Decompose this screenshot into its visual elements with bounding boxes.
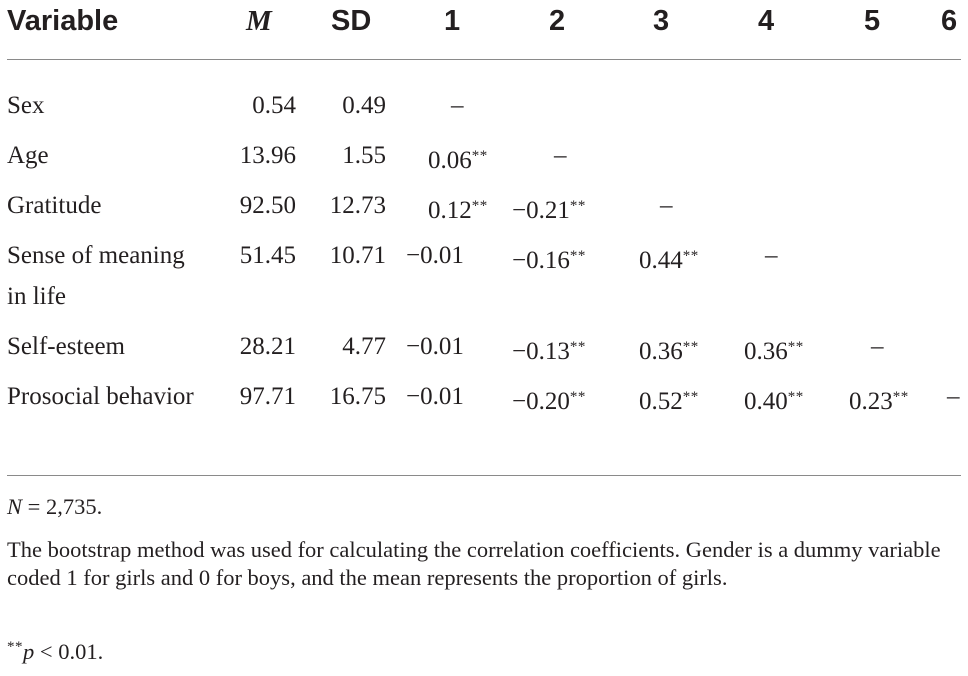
cell-sd: 0.49 [342,92,386,119]
cell-corr: – [451,92,464,119]
cell-corr: 0.40** [744,388,804,415]
n-value: = 2,735. [22,494,103,519]
significance-stars: ** [682,389,699,405]
cell-corr: 0.44** [639,247,699,274]
cell-corr: −0.20** [512,388,586,415]
row-label-prosocial-behavior: Prosocial behavior [7,383,194,410]
significance-stars: ** [471,148,488,164]
header-mean: M [246,5,272,37]
header-col-4: 4 [758,5,775,37]
significance-stars: ** [569,198,586,214]
row-label-age: Age [7,142,49,169]
cell-sd: 16.75 [329,383,386,410]
cell-corr: – [554,142,567,169]
p-threshold: < 0.01. [34,639,104,664]
cell-mean: 13.96 [239,142,296,169]
significance-stars: ** [471,198,488,214]
cell-corr: – [947,383,960,410]
significance-stars: ** [892,389,909,405]
cell-corr: – [660,192,673,219]
cell-corr: 0.23** [849,388,909,415]
significance-stars: ** [787,389,804,405]
header-col-5: 5 [864,5,881,37]
header-rule [7,59,961,60]
row-label-sex: Sex [7,92,45,119]
cell-corr: 0.06** [428,147,488,174]
cell-corr: −0.13** [512,338,586,365]
cell-mean: 28.21 [239,333,296,360]
cell-corr: −0.21** [512,197,586,224]
cell-corr: −0.16** [512,247,586,274]
header-col-1: 1 [444,5,461,37]
significance-stars: ** [7,639,23,655]
significance-stars: ** [682,248,699,264]
cell-corr: 0.52** [639,388,699,415]
bootstrap-note: The bootstrap method was used for calcul… [7,537,941,590]
n-symbol: N [7,494,23,519]
cell-corr: −0.01 [406,333,464,360]
significance-stars: ** [569,248,586,264]
row-label-self-esteem: Self-esteem [7,333,126,360]
cell-mean: 0.54 [252,92,296,119]
p-symbol: p [23,639,35,664]
cell-corr: −0.01 [406,242,464,269]
significance-stars: ** [569,389,586,405]
cell-sd: 4.77 [342,333,386,360]
significance-note: **p < 0.01. [7,633,967,666]
cell-mean: 92.50 [239,192,296,219]
cell-corr: 0.36** [639,338,699,365]
header-variable: Variable [7,5,119,37]
footer-rule [7,475,961,476]
header-sd: SD [331,5,372,37]
header-col-3: 3 [653,5,670,37]
cell-mean: 51.45 [239,242,296,269]
cell-sd: 12.73 [329,192,386,219]
cell-corr: 0.12** [428,197,488,224]
cell-corr: – [765,242,778,269]
header-col-6: 6 [941,5,958,37]
significance-stars: ** [682,339,699,355]
significance-stars: ** [569,339,586,355]
significance-stars: ** [787,339,804,355]
cell-corr: −0.01 [406,383,464,410]
sample-size-note: N = 2,735. [7,493,967,521]
row-label-meaning-in-life: Sense of meaning in life [7,242,185,310]
cell-sd: 10.71 [329,242,386,269]
row-label-gratitude: Gratitude [7,192,102,219]
cell-mean: 97.71 [239,383,296,410]
header-col-2: 2 [549,5,566,37]
cell-sd: 1.55 [342,142,386,169]
cell-corr: – [871,333,884,360]
cell-corr: 0.36** [744,338,804,365]
